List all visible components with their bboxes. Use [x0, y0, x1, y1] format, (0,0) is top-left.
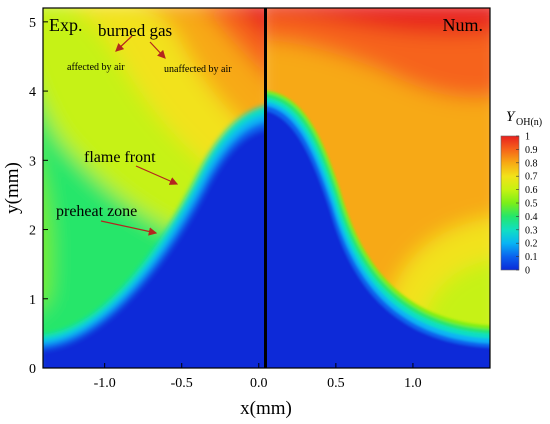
x-tick-label: 0.5 — [327, 376, 345, 391]
annotation-unaffected-by-air: unaffected by air — [164, 64, 232, 75]
panel-divider — [264, 8, 267, 368]
panel-label-num: Num. — [443, 15, 484, 35]
colorbar-tick-label: 0.1 — [525, 252, 538, 263]
colorbar-tick-label: 0.6 — [525, 185, 538, 196]
colorbar-tick-label: 0.3 — [525, 225, 538, 236]
colorbar-tick-label: 0 — [525, 266, 530, 277]
colorbar-tick-label: 0.4 — [525, 212, 538, 223]
num-panel — [266, 8, 490, 368]
colorbar-tick-label: 0.8 — [525, 158, 538, 169]
x-axis-label: x(mm) — [240, 398, 292, 419]
annotation-burned-gas: burned gas — [98, 21, 172, 40]
y-tick-label: 0 — [29, 362, 36, 377]
panel-label-exp: Exp. — [49, 15, 83, 35]
y-tick-label: 1 — [29, 293, 36, 308]
y-tick-label: 5 — [29, 16, 36, 31]
arrow-affected-by-air — [115, 35, 133, 52]
exp-panel — [43, 8, 265, 368]
colorbar-tick-label: 0.9 — [525, 145, 538, 156]
x-axis-ticks: -1.0 -0.5 0.0 0.5 1.0 — [94, 363, 422, 391]
colorbar-ticks: 0 0.1 0.2 0.3 0.4 0.5 0.6 0.7 0.8 0.9 1 — [516, 132, 538, 277]
y-tick-label: 3 — [29, 154, 36, 169]
y-tick-label: 4 — [29, 85, 36, 100]
colorbar-tick-label: 0.2 — [525, 239, 538, 250]
annotation-affected-by-air: affected by air — [67, 62, 125, 73]
annotation-preheat-zone: preheat zone — [56, 203, 137, 220]
arrow-preheat-zone — [100, 220, 158, 236]
x-tick-label: 1.0 — [404, 376, 422, 391]
x-tick-label: 0.0 — [250, 376, 268, 391]
colorbar-tick-label: 1 — [525, 132, 530, 143]
y-tick-label: 2 — [29, 224, 36, 239]
y-axis-label: y(mm) — [2, 162, 23, 214]
y-axis-ticks: 0 1 2 3 4 5 — [29, 16, 48, 377]
colorbar-title: Y — [506, 109, 516, 125]
x-tick-label: -0.5 — [171, 376, 193, 391]
colorbar-tick-label: 0.7 — [525, 172, 538, 183]
arrow-unaffected-by-air — [149, 41, 166, 59]
colorbar-tick-label: 0.5 — [525, 199, 538, 210]
arrow-flame-front — [135, 165, 179, 185]
colorbar-title-subscript: OH(n) — [516, 117, 542, 128]
annotation-flame-front: flame front — [84, 149, 156, 166]
colorbar: Y OH(n) 0 0.1 0.2 0.3 0.4 0.5 0.6 0.7 0.8 0.9 1 — [500, 109, 542, 277]
x-tick-label: -1.0 — [94, 376, 116, 391]
